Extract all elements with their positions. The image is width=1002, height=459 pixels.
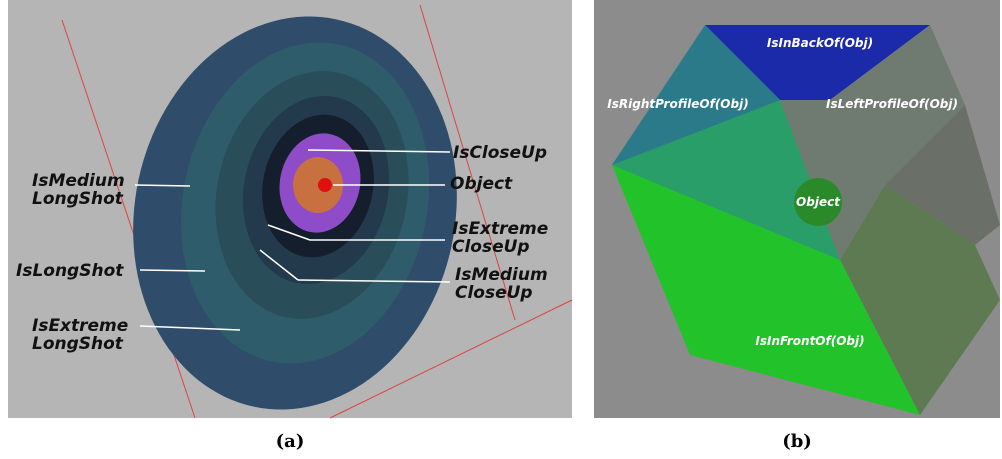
object <box>318 178 332 192</box>
label: IsInBackOf(Obj) <box>767 36 873 50</box>
label: IsRightProfileOf(Obj) <box>607 97 748 111</box>
label-line: CloseUp <box>452 237 530 257</box>
object <box>794 178 842 226</box>
label-line: IsExtreme <box>452 219 548 239</box>
face-front <box>612 165 920 415</box>
label: Object <box>796 195 841 209</box>
label: IsExtreme LongShot <box>32 316 128 354</box>
label-line: LongShot <box>32 334 124 354</box>
label-line: IsInBackOf(Obj) <box>767 36 873 50</box>
face-side <box>885 105 1000 245</box>
face-lower-right <box>840 185 1000 415</box>
label: IsExtreme CloseUp <box>452 219 548 257</box>
caption: (b) <box>782 431 812 452</box>
face-front-upper <box>612 100 840 260</box>
panel-a: IsCloseUp Object IsExtreme CloseUp IsMedi… <box>8 0 573 419</box>
label-line: IsMedium <box>455 265 548 285</box>
label-line: IsRightProfileOf(Obj) <box>607 97 748 111</box>
caption: (a) <box>276 431 305 452</box>
label-line: Object <box>796 195 841 209</box>
pointers <box>134 149 451 331</box>
label-line: IsLeftProfileOf(Obj) <box>826 97 958 111</box>
frustum-line <box>419 4 516 321</box>
label-line: IsInFrontOf(Obj) <box>755 334 864 348</box>
label-line: IsLongShot <box>16 261 124 281</box>
label: IsCloseUp <box>453 143 547 163</box>
label: IsMedium CloseUp <box>455 265 548 303</box>
label: Object <box>450 174 513 194</box>
label: IsInFrontOf(Obj) <box>755 334 864 348</box>
label-line: LongShot <box>32 189 124 209</box>
label: IsLeftProfileOf(Obj) <box>826 97 958 111</box>
frustum-line <box>329 299 573 419</box>
label-line: IsExtreme <box>32 316 128 336</box>
label-line: IsMedium <box>32 171 125 191</box>
label-line: CloseUp <box>455 283 533 303</box>
label: IsMedium LongShot <box>32 171 125 209</box>
label-line: Object <box>450 174 513 194</box>
label-line: IsCloseUp <box>453 143 547 163</box>
panel-b: IsInBackOf(Obj) IsRightProfileOf(Obj) Is… <box>594 0 1000 418</box>
label: IsLongShot <box>16 261 124 281</box>
